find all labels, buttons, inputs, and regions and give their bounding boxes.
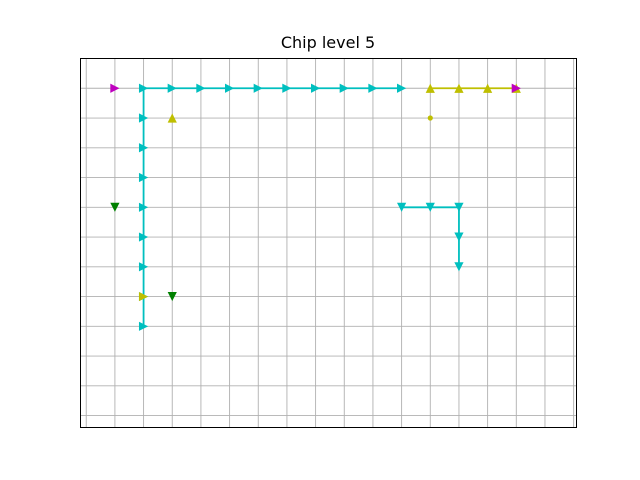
path-0-marker bbox=[138, 202, 149, 212]
path-2-marker bbox=[454, 232, 464, 242]
path-0-marker bbox=[310, 83, 321, 93]
standalone-marker bbox=[167, 291, 177, 302]
path-0-marker bbox=[138, 321, 149, 331]
standalone-marker bbox=[110, 83, 120, 93]
path-1-marker bbox=[483, 83, 493, 93]
chip-paths bbox=[138, 83, 521, 331]
path-2-marker bbox=[397, 202, 407, 212]
standalone-marker bbox=[110, 202, 120, 212]
path-0-marker bbox=[397, 83, 407, 93]
path-0-marker bbox=[138, 83, 149, 93]
path-0-marker bbox=[368, 83, 378, 93]
standalone-marker bbox=[427, 115, 433, 121]
path-2-marker bbox=[425, 202, 435, 212]
path-line-0 bbox=[142, 87, 402, 327]
path-0-marker bbox=[138, 262, 149, 272]
path-0-marker bbox=[339, 83, 349, 93]
path-1-marker bbox=[425, 83, 435, 93]
chart-title: Chip level 5 bbox=[281, 33, 375, 52]
path-2-marker bbox=[454, 202, 464, 212]
path-2-marker bbox=[454, 262, 464, 272]
chip-markers bbox=[110, 83, 521, 302]
path-0-marker bbox=[282, 83, 292, 93]
path-0-marker bbox=[224, 83, 235, 93]
path-1-marker bbox=[454, 83, 464, 93]
path-0-marker bbox=[138, 232, 149, 242]
plot-area-frame bbox=[80, 58, 577, 428]
path-0-marker bbox=[253, 83, 263, 93]
standalone-marker bbox=[167, 113, 177, 123]
path-0-marker bbox=[196, 83, 206, 93]
standalone-marker bbox=[138, 291, 149, 302]
path-0-marker bbox=[138, 113, 149, 123]
path-0-marker bbox=[138, 172, 149, 183]
path-0-marker bbox=[138, 143, 149, 153]
path-0-marker bbox=[167, 83, 177, 93]
standalone-marker bbox=[511, 83, 521, 93]
